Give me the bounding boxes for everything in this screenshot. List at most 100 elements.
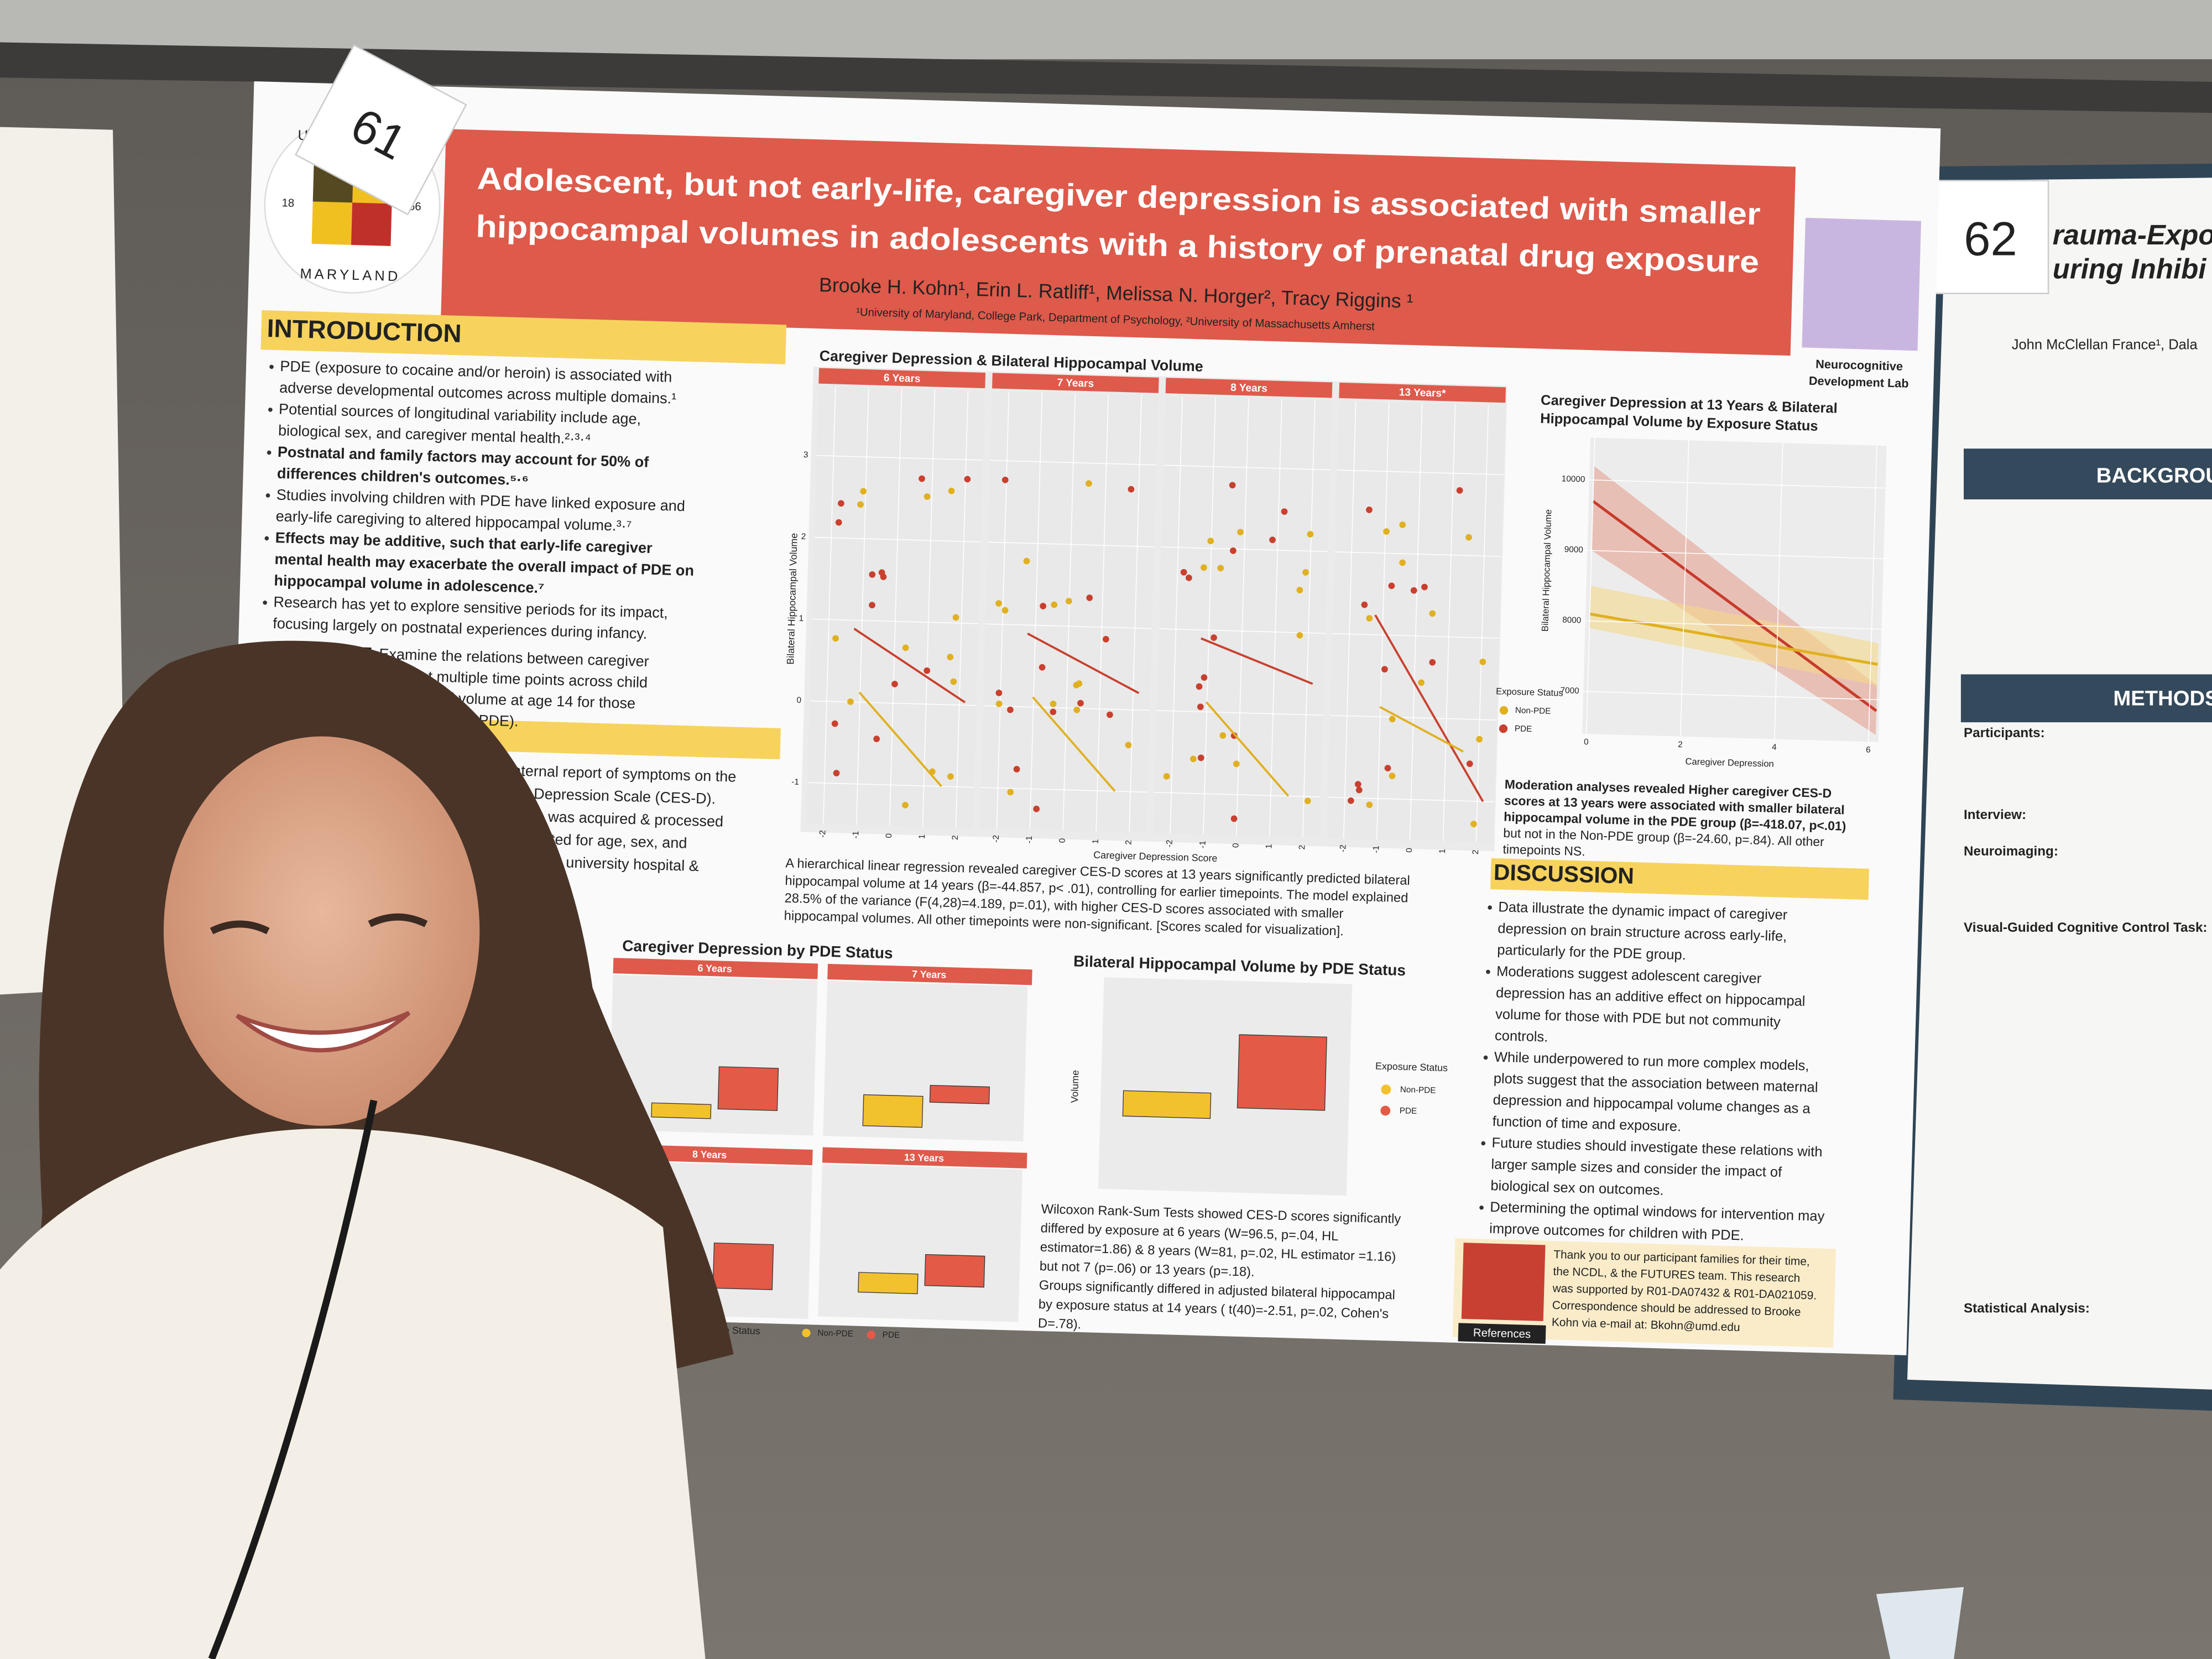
scatter-dot <box>919 475 925 482</box>
grid-line <box>1159 628 1326 634</box>
scatter-dot <box>860 488 867 495</box>
bullet <box>1481 1141 1486 1146</box>
flag-crest <box>351 202 392 246</box>
bullet <box>263 600 267 605</box>
scatter-dot <box>1180 568 1187 576</box>
poster-number: 62 <box>1964 212 2017 266</box>
x-tick-label: 1 <box>1438 849 1447 854</box>
references-button <box>1458 1323 1546 1344</box>
x-tick-label: 2 <box>1124 840 1134 845</box>
scatter-dot <box>1163 773 1170 780</box>
facet-header <box>992 373 1159 393</box>
scatter-dot <box>1050 708 1057 716</box>
scatter-dot <box>924 493 931 500</box>
y-tick-label: 0 <box>796 696 801 705</box>
scatter-dot <box>1039 664 1046 671</box>
scatter-dot <box>1102 635 1109 643</box>
text-line: timepoints NS. <box>1503 842 1585 858</box>
scatter-dot <box>1197 754 1204 761</box>
scatter-dot <box>1196 683 1203 690</box>
grid-line <box>985 623 1152 629</box>
scatter-dot <box>1073 706 1081 713</box>
lab-logo <box>1802 217 1922 351</box>
bullet <box>1479 1205 1484 1210</box>
scatter-dot <box>873 735 880 743</box>
title-banner <box>441 129 1796 356</box>
scatter-dot <box>1296 587 1303 594</box>
grid-line <box>889 388 902 826</box>
facet-header <box>818 368 986 389</box>
scatter-dot <box>1001 607 1009 614</box>
scatter-dot <box>1466 760 1473 768</box>
grid-line <box>1095 394 1109 832</box>
facet-header <box>1339 382 1506 403</box>
grid-line <box>1156 710 1323 716</box>
grid-line <box>1328 796 1495 802</box>
section-label: Visual-Guided Cognitive Control Task: <box>1964 920 2207 935</box>
scatter-dot <box>947 654 954 661</box>
scatter-dot <box>1384 765 1391 771</box>
box-panel <box>823 980 1028 1142</box>
grid-line <box>1302 400 1316 838</box>
scatter-dot <box>1389 716 1396 723</box>
x-tick-label: 4 <box>1772 743 1777 752</box>
scatter-dot <box>878 569 885 576</box>
grid-line <box>1029 392 1043 830</box>
qr-code <box>1461 1243 1546 1322</box>
trend-line <box>1032 696 1116 792</box>
scatter-dot <box>1065 598 1072 604</box>
scatter-dot <box>1013 766 1020 773</box>
number-card <box>294 44 467 216</box>
x-tick-label: 6 <box>1866 745 1871 754</box>
grid-line <box>816 455 983 461</box>
scatter-dot <box>1233 760 1240 768</box>
grid-line <box>955 390 969 828</box>
board-frame <box>0 42 2212 113</box>
box <box>1122 1090 1212 1119</box>
grid-line <box>1587 550 1884 560</box>
lanyard <box>208 1099 378 1659</box>
grid-line <box>1442 404 1456 842</box>
grid-line <box>1337 469 1504 476</box>
y-tick-label: 3 <box>804 450 808 460</box>
cup <box>1876 1587 1964 1659</box>
grid-line <box>1164 465 1330 471</box>
legend-label: PDE <box>1515 724 1532 734</box>
box <box>862 1094 924 1128</box>
facet-header <box>1165 378 1333 398</box>
bullet <box>268 408 273 412</box>
facet-header <box>613 958 818 979</box>
trend-line <box>1201 637 1313 685</box>
legend-swatch <box>1499 706 1509 715</box>
section-bar <box>1960 674 2212 723</box>
scatter-dot <box>1007 789 1014 796</box>
x-tick-label: -2 <box>818 830 827 838</box>
section-label: Participants: <box>1964 726 2045 740</box>
x-tick-label: 1 <box>1264 844 1274 849</box>
scatter-dot <box>1388 582 1395 589</box>
facet-header <box>822 1147 1027 1168</box>
scatter-dot <box>1399 521 1406 528</box>
grid-line <box>1589 479 1886 489</box>
grid-line <box>814 536 981 542</box>
y-tick-label: 2 <box>801 532 806 541</box>
x-tick-label: 2 <box>1678 740 1683 749</box>
acknowledgement-box <box>1452 1238 1837 1348</box>
scatter-dot <box>1429 659 1436 666</box>
scatter-dot <box>1410 587 1417 594</box>
x-tick-label: 2 <box>1297 845 1307 850</box>
scatter-dot <box>1399 559 1406 566</box>
scatter-dot <box>1429 610 1436 617</box>
grid-line <box>807 782 974 788</box>
y-tick-label: 1 <box>799 614 804 623</box>
scatter-dot <box>1296 632 1303 639</box>
scatter-dot <box>1347 797 1354 804</box>
grid-line <box>990 460 1157 466</box>
box-panel <box>1098 977 1353 1196</box>
trend-line <box>853 628 966 703</box>
bullet <box>267 450 272 455</box>
scatter-dot <box>1361 601 1368 608</box>
grid-line <box>810 700 977 706</box>
trend-line <box>1205 701 1290 797</box>
